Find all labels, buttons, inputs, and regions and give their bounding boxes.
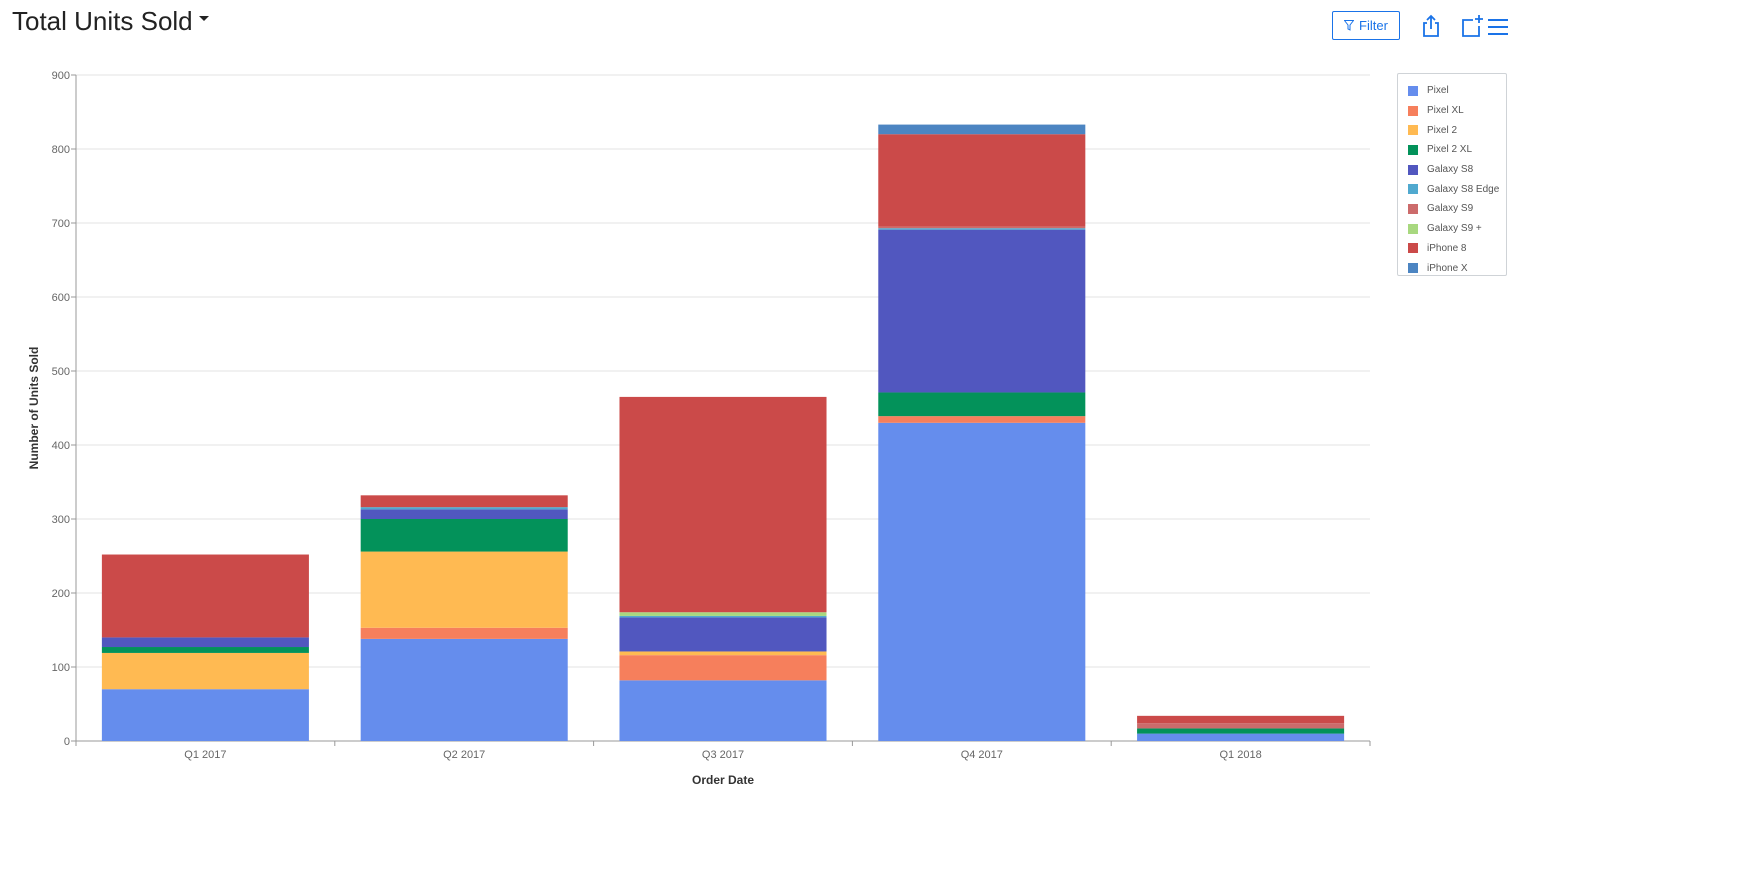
bar-segment <box>101 637 309 648</box>
legend-label: Pixel <box>1427 85 1449 97</box>
bar-segment <box>1137 733 1345 741</box>
bar-segment <box>878 229 1086 393</box>
bar-segment <box>360 495 568 508</box>
legend-swatch <box>1408 85 1418 96</box>
bar-segment <box>878 422 1086 741</box>
legend-swatch <box>1408 184 1418 195</box>
legend-item[interactable]: iPhone X <box>1408 258 1506 278</box>
bar-segment <box>1137 715 1345 724</box>
y-tick-label: 800 <box>52 144 70 156</box>
y-tick-label: 400 <box>52 440 70 452</box>
bar-segment <box>619 396 827 613</box>
bar-segment <box>360 551 568 628</box>
filter-button[interactable]: Filter <box>1332 11 1400 40</box>
bar-segment <box>619 655 827 681</box>
legend-label: iPhone X <box>1427 262 1468 274</box>
bar-segment <box>878 392 1086 417</box>
y-tick-label: 100 <box>52 662 70 674</box>
legend-item[interactable]: Galaxy S8 <box>1408 160 1506 180</box>
bar-segment <box>360 507 568 510</box>
legend-label: Pixel 2 <box>1427 124 1458 136</box>
legend-label: Pixel 2 XL <box>1427 144 1473 156</box>
toolbar: Filter <box>1332 11 1510 40</box>
x-tick-label: Q2 2017 <box>443 749 485 761</box>
caret-down-icon[interactable] <box>198 16 209 21</box>
bar-segment <box>360 627 568 639</box>
bar-segment <box>101 647 309 653</box>
bar-segment <box>360 519 568 552</box>
bar-segment <box>101 689 309 741</box>
legend-label: iPhone 8 <box>1427 242 1467 254</box>
y-tick-label: 600 <box>52 292 70 304</box>
bar-segment <box>878 416 1086 423</box>
x-axis-label: Order Date <box>692 773 754 787</box>
bar-segment <box>619 612 827 616</box>
add-window-icon[interactable] <box>1460 14 1484 38</box>
y-tick-label: 0 <box>64 736 70 748</box>
x-tick-label: Q4 2017 <box>961 749 1003 761</box>
y-tick-label: 300 <box>52 514 70 526</box>
share-icon[interactable] <box>1419 14 1443 38</box>
bar-segment <box>1137 728 1345 734</box>
bar-segment <box>619 615 827 618</box>
legend-item[interactable]: Galaxy S9 + <box>1408 219 1506 239</box>
y-tick-label: 500 <box>52 366 70 378</box>
legend-item[interactable]: Pixel <box>1408 81 1506 101</box>
legend-item[interactable]: Galaxy S8 Edge <box>1408 179 1506 199</box>
hamburger-menu-icon[interactable] <box>1486 14 1510 38</box>
bar-segment <box>878 228 1086 230</box>
chart-title[interactable]: Total Units Sold <box>12 6 209 37</box>
legend-swatch <box>1408 263 1418 274</box>
legend-item[interactable]: Pixel 2 <box>1408 120 1506 140</box>
bar-segment <box>1137 723 1345 729</box>
bar-segment <box>360 638 568 741</box>
legend-swatch <box>1408 125 1418 136</box>
page-title: Total Units Sold <box>12 6 193 36</box>
legend-item[interactable]: Pixel XL <box>1408 101 1506 121</box>
bar-segment <box>101 652 309 690</box>
x-tick-label: Q1 2017 <box>184 749 226 761</box>
filter-button-label: Filter <box>1359 18 1388 33</box>
bar-segment <box>101 554 309 638</box>
legend-swatch <box>1408 223 1418 234</box>
legend-label: Galaxy S9 + <box>1427 223 1482 235</box>
bar-segment <box>360 509 568 519</box>
bar-segment <box>619 680 827 741</box>
legend-label: Pixel XL <box>1427 105 1464 117</box>
legend-label: Galaxy S8 <box>1427 164 1474 176</box>
y-axis-label: Number of Units Sold <box>27 347 41 470</box>
bar-segment <box>878 226 1086 229</box>
y-tick-label: 900 <box>52 70 70 82</box>
legend-item[interactable]: Pixel 2 XL <box>1408 140 1506 160</box>
filter-icon <box>1344 20 1355 31</box>
legend-label: Galaxy S8 Edge <box>1427 183 1500 195</box>
legend-item[interactable]: iPhone 8 <box>1408 239 1506 259</box>
legend-swatch <box>1408 144 1418 155</box>
x-tick-label: Q3 2017 <box>702 749 744 761</box>
legend-swatch <box>1408 203 1418 214</box>
y-tick-label: 200 <box>52 588 70 600</box>
x-tick-label: Q1 2018 <box>1219 749 1261 761</box>
legend-swatch <box>1408 243 1418 254</box>
legend-label: Galaxy S9 <box>1427 203 1474 215</box>
bar-segment <box>619 617 827 652</box>
legend-swatch <box>1408 164 1418 175</box>
bar-segment <box>619 651 827 656</box>
y-tick-label: 700 <box>52 218 70 230</box>
legend: Pixel Pixel XL Pixel 2 Pixel 2 XL Galaxy S8 G… <box>1397 73 1507 276</box>
bar-segment <box>878 124 1086 135</box>
legend-item[interactable]: Galaxy S9 <box>1408 199 1506 219</box>
legend-swatch <box>1408 105 1418 116</box>
bar-segment <box>878 134 1086 227</box>
